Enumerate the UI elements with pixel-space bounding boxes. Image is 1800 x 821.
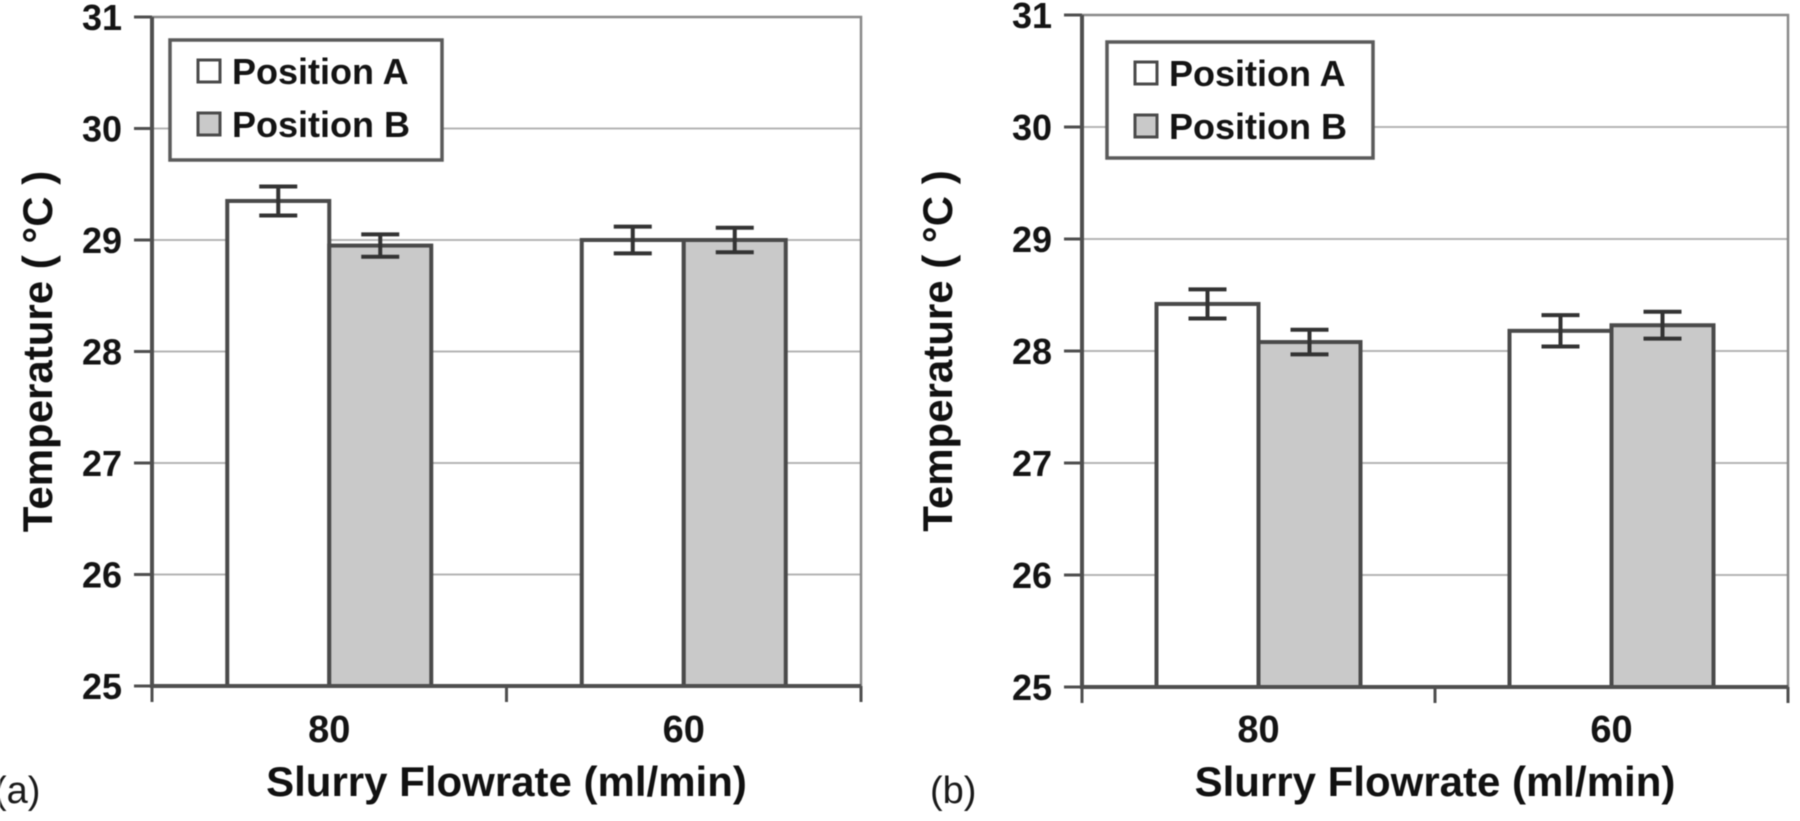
y-tick-label: 26 (1012, 555, 1052, 596)
chart-a: 31 30 29 28 27 26 25 80 60 Slurry Flowrate (ml/mi… (0, 0, 863, 812)
y-tick-label: 25 (1012, 667, 1052, 708)
panel-a: 31 30 29 28 27 26 25 80 60 Slurry Flowrate (ml/mi… (0, 0, 863, 812)
y-tick-label: 26 (82, 555, 122, 596)
legend-label-position-b: Position B (1169, 106, 1347, 147)
y-tick-label: 31 (82, 0, 122, 38)
bar-position-a-80 (225, 198, 332, 688)
legend-swatch-position-b (1133, 113, 1159, 139)
y-tick-label: 28 (1012, 331, 1052, 372)
y-tick-label: 29 (82, 220, 122, 261)
panel-label: (a) (0, 770, 40, 812)
y-tick-label: 28 (82, 332, 122, 373)
y-tick-label: 27 (1012, 443, 1052, 484)
legend-label-position-a: Position A (1169, 53, 1346, 94)
legend-label-position-a: Position A (232, 51, 409, 92)
panel-b: 31 30 29 28 27 26 25 80 60 Slurry Flowrate (ml/mi… (900, 0, 1800, 821)
y-tick-label: 27 (82, 443, 122, 484)
y-axis-title: Temperature ( °C ) (14, 171, 61, 532)
y-tick-label: 30 (82, 109, 122, 150)
legend-swatch-position-b (196, 111, 222, 137)
y-tick-label: 29 (1012, 219, 1052, 260)
legend-swatch-position-a (196, 58, 222, 84)
x-category-label: 80 (308, 709, 350, 751)
bar-position-b-80 (1256, 340, 1363, 689)
y-tick-label: 30 (1012, 107, 1052, 148)
x-category-label: 60 (663, 709, 705, 751)
x-axis-title: Slurry Flowrate (ml/min) (266, 758, 747, 805)
y-tick-label: 25 (82, 666, 122, 707)
y-tick-label: 31 (1012, 0, 1052, 36)
legend-label-position-b: Position B (232, 104, 410, 145)
legend-swatch-position-a (1133, 60, 1159, 86)
bar-position-a-80 (1154, 301, 1261, 689)
y-axis-title: Temperature ( °C ) (914, 170, 961, 531)
bar-position-b-80 (327, 243, 434, 688)
bar-position-b-60 (681, 238, 788, 688)
bar-position-a-60 (579, 238, 686, 688)
panel-label: (b) (930, 770, 976, 812)
x-category-label: 80 (1237, 709, 1279, 751)
bar-position-a-60 (1507, 328, 1614, 689)
x-category-label: 60 (1590, 709, 1632, 751)
x-axis-title: Slurry Flowrate (ml/min) (1195, 758, 1676, 805)
bar-position-b-60 (1609, 323, 1716, 689)
chart-b: 31 30 29 28 27 26 25 80 60 Slurry Flowrate (ml/mi… (914, 0, 1790, 812)
